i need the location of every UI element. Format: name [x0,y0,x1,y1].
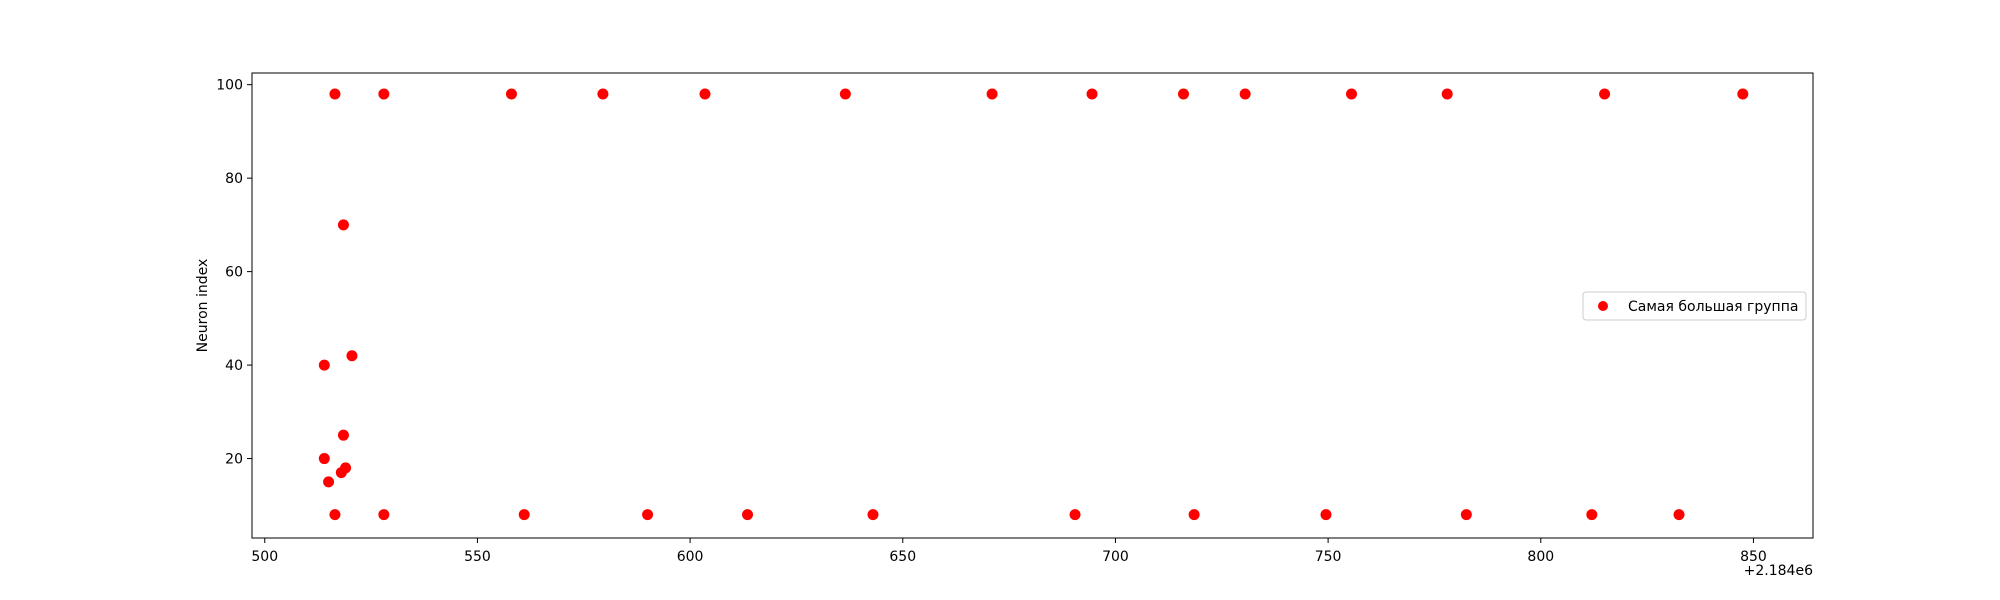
data-point-28 [1069,509,1081,521]
data-point-24 [518,509,530,521]
data-point-14 [337,219,349,231]
data-point-8 [1177,88,1189,100]
y-tick-label-2: 60 [225,265,243,281]
x-tick-label-5: 750 [1315,549,1342,565]
x-tick-label-7: 850 [1740,549,1767,565]
data-point-15 [346,350,358,362]
data-point-2 [505,88,517,100]
data-point-29 [1188,509,1200,521]
legend: Самая большая группа [1582,291,1807,321]
data-point-3 [597,88,609,100]
data-point-17 [337,429,349,441]
data-point-7 [1086,88,1098,100]
data-point-13 [1737,88,1749,100]
y-axis-label: Neuron index [195,259,211,353]
x-tick-label-3: 650 [889,549,916,565]
data-point-33 [1673,509,1685,521]
y-tick-label-3: 80 [225,171,243,187]
legend-marker [1598,301,1608,311]
data-point-16 [318,359,330,371]
data-point-26 [742,509,754,521]
data-point-18 [318,453,330,465]
legend-box [1582,291,1807,321]
data-point-1 [378,88,390,100]
data-point-6 [986,88,998,100]
x-tick-label-0: 500 [251,549,278,565]
data-point-9 [1239,88,1251,100]
x-tick-label-6: 800 [1527,549,1554,565]
axes-frame [251,72,1814,539]
y-axis-ticks: 20 40 60 80 100 [216,78,252,468]
data-point-11 [1441,88,1453,100]
data-point-25 [642,509,654,521]
x-axis-ticks: 500 550 600 650 700 750 800 850 [251,538,1767,565]
y-tick-label-1: 40 [225,358,243,374]
data-point-32 [1586,509,1598,521]
data-point-21 [323,476,335,488]
x-axis-offset-label: +2.184e6 [1744,563,1813,579]
data-point-20 [335,467,347,479]
y-tick-label-0: 20 [225,452,243,468]
data-point-31 [1460,509,1472,521]
data-point-12 [1599,88,1611,100]
x-tick-label-1: 550 [464,549,491,565]
x-tick-label-2: 600 [677,549,704,565]
data-point-0 [329,88,341,100]
data-point-30 [1320,509,1332,521]
y-tick-label-4: 100 [216,78,243,94]
data-point-10 [1346,88,1358,100]
data-point-5 [839,88,851,100]
x-tick-label-4: 700 [1102,549,1129,565]
data-points [318,88,1749,521]
data-point-22 [329,509,341,521]
data-point-4 [699,88,711,100]
data-point-27 [867,509,879,521]
legend-entry-label: Самая большая группа [1628,299,1798,315]
data-point-23 [378,509,390,521]
